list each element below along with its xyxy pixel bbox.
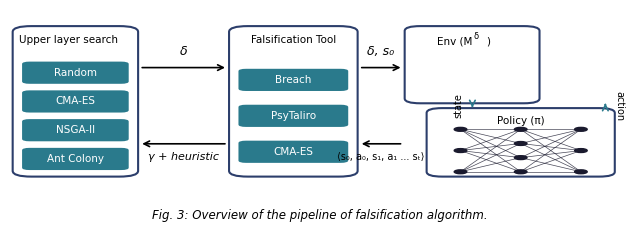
FancyBboxPatch shape [404, 26, 540, 103]
Circle shape [454, 170, 467, 174]
FancyBboxPatch shape [229, 26, 358, 177]
Circle shape [515, 170, 527, 174]
Text: Fig. 3: Overview of the pipeline of falsification algorithm.: Fig. 3: Overview of the pipeline of fals… [152, 210, 488, 222]
Text: Breach: Breach [275, 75, 312, 85]
Text: Falsification Tool: Falsification Tool [251, 35, 336, 45]
Circle shape [575, 149, 587, 153]
Circle shape [515, 156, 527, 160]
Text: state: state [453, 93, 463, 118]
Circle shape [515, 127, 527, 131]
FancyBboxPatch shape [239, 69, 348, 91]
FancyBboxPatch shape [22, 148, 129, 170]
FancyBboxPatch shape [427, 108, 615, 177]
Circle shape [454, 127, 467, 131]
Text: δ, s₀: δ, s₀ [367, 45, 394, 58]
FancyBboxPatch shape [22, 90, 129, 113]
Text: δ: δ [474, 32, 479, 41]
FancyBboxPatch shape [239, 141, 348, 163]
Circle shape [575, 170, 587, 174]
Text: Env (M: Env (M [436, 37, 472, 47]
Text: ⟨s₀, a₀, s₁, a₁ ... sₜ⟩: ⟨s₀, a₀, s₁, a₁ ... sₜ⟩ [337, 152, 424, 162]
Text: ): ) [486, 37, 490, 47]
FancyBboxPatch shape [13, 26, 138, 177]
Text: PsyTaliro: PsyTaliro [271, 111, 316, 121]
Text: γ + heuristic: γ + heuristic [148, 152, 220, 162]
FancyBboxPatch shape [239, 105, 348, 127]
Text: Random: Random [54, 68, 97, 78]
Text: Ant Colony: Ant Colony [47, 154, 104, 164]
Text: Upper layer search: Upper layer search [19, 35, 118, 45]
FancyBboxPatch shape [22, 119, 129, 141]
Text: δ: δ [180, 45, 188, 58]
Text: Policy (π): Policy (π) [497, 116, 545, 126]
Text: CMA-ES: CMA-ES [56, 96, 95, 106]
Text: NSGA-II: NSGA-II [56, 125, 95, 135]
Text: action: action [615, 91, 625, 121]
Circle shape [575, 127, 587, 131]
Circle shape [454, 149, 467, 153]
Circle shape [515, 142, 527, 146]
Text: CMA-ES: CMA-ES [273, 147, 314, 157]
FancyBboxPatch shape [22, 62, 129, 84]
